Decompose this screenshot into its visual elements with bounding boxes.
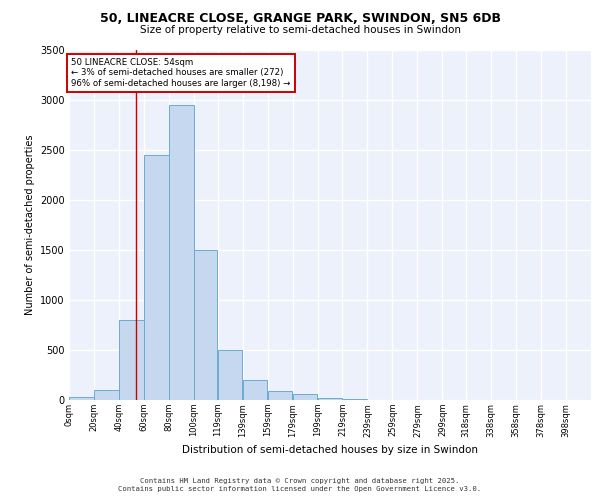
Bar	[145, 155, 169, 400]
X-axis label: Distribution of semi-detached houses by size in Swindon: Distribution of semi-detached houses by …	[182, 445, 478, 455]
Text: Size of property relative to semi-detached houses in Swindon: Size of property relative to semi-detach…	[139, 25, 461, 35]
Bar	[94, 390, 119, 400]
Bar	[70, 397, 94, 400]
Y-axis label: Number of semi-detached properties: Number of semi-detached properties	[25, 134, 35, 316]
Bar	[194, 250, 217, 400]
Bar	[343, 399, 367, 400]
Text: 50 LINEACRE CLOSE: 54sqm
← 3% of semi-detached houses are smaller (272)
96% of s: 50 LINEACRE CLOSE: 54sqm ← 3% of semi-de…	[71, 58, 291, 88]
Bar	[119, 320, 143, 400]
Bar	[218, 350, 242, 400]
Bar	[268, 391, 292, 400]
Text: 50, LINEACRE CLOSE, GRANGE PARK, SWINDON, SN5 6DB: 50, LINEACRE CLOSE, GRANGE PARK, SWINDON…	[100, 12, 500, 26]
Bar	[293, 394, 317, 400]
Text: Contains HM Land Registry data © Crown copyright and database right 2025.
Contai: Contains HM Land Registry data © Crown c…	[118, 478, 482, 492]
Bar	[243, 380, 267, 400]
Bar	[169, 105, 194, 400]
Bar	[318, 398, 342, 400]
